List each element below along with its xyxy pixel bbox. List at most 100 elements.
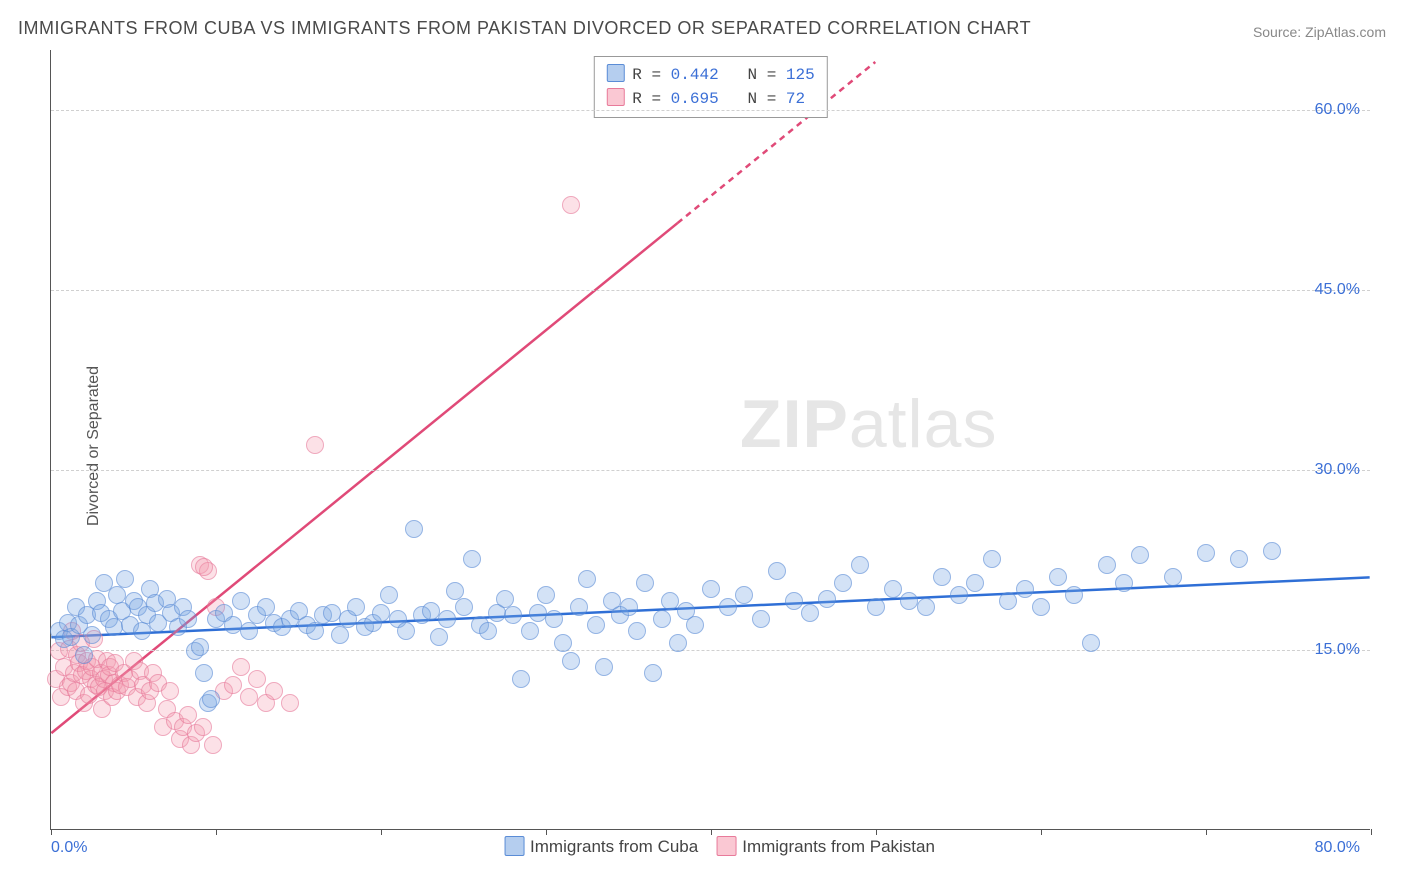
y-tick-label: 30.0% (1315, 461, 1360, 479)
legend-label: Immigrants from Cuba (530, 837, 698, 856)
x-tick (216, 829, 217, 835)
data-point (479, 622, 497, 640)
data-point (867, 598, 885, 616)
data-point (702, 580, 720, 598)
data-point (669, 634, 687, 652)
grid-line (51, 290, 1370, 291)
data-point (801, 604, 819, 622)
data-point (224, 676, 242, 694)
watermark: ZIPatlas (740, 385, 997, 463)
grid-line (51, 110, 1370, 111)
data-point (194, 718, 212, 736)
n-label: N = (719, 66, 786, 84)
data-point (818, 590, 836, 608)
data-point (248, 670, 266, 688)
x-tick (1041, 829, 1042, 835)
data-point (628, 622, 646, 640)
data-point (1082, 634, 1100, 652)
data-point (1098, 556, 1116, 574)
data-point (1263, 542, 1281, 560)
data-point (917, 598, 935, 616)
trend-line (51, 223, 677, 733)
data-point (661, 592, 679, 610)
data-point (578, 570, 596, 588)
data-point (1032, 598, 1050, 616)
data-point (380, 586, 398, 604)
data-point (966, 574, 984, 592)
data-point (545, 610, 563, 628)
data-point (900, 592, 918, 610)
data-point (75, 646, 93, 664)
data-point (1065, 586, 1083, 604)
data-point (463, 550, 481, 568)
data-point (116, 570, 134, 588)
data-point (521, 622, 539, 640)
data-point (686, 616, 704, 634)
data-point (1131, 546, 1149, 564)
data-point (405, 520, 423, 538)
data-point (323, 604, 341, 622)
y-tick-label: 45.0% (1315, 281, 1360, 299)
data-point (834, 574, 852, 592)
data-point (496, 590, 514, 608)
data-point (620, 598, 638, 616)
y-tick-label: 60.0% (1315, 101, 1360, 119)
source-label: Source: ZipAtlas.com (1253, 24, 1386, 40)
data-point (653, 610, 671, 628)
data-point (430, 628, 448, 646)
series-legend: Immigrants from CubaImmigrants from Paki… (486, 836, 935, 857)
data-point (735, 586, 753, 604)
data-point (105, 618, 123, 636)
data-point (1016, 580, 1034, 598)
legend-swatch (504, 836, 524, 856)
data-point (933, 568, 951, 586)
data-point (537, 586, 555, 604)
data-point (232, 658, 250, 676)
x-tick-label-max: 80.0% (1315, 839, 1360, 857)
r-value: 0.442 (671, 66, 719, 84)
r-value: 0.695 (671, 90, 719, 108)
data-point (306, 436, 324, 454)
data-point (595, 658, 613, 676)
plot-area: ZIPatlas R = 0.442 N = 125 R = 0.695 N = … (50, 50, 1370, 830)
data-point (950, 586, 968, 604)
data-point (644, 664, 662, 682)
data-point (999, 592, 1017, 610)
chart-title: IMMIGRANTS FROM CUBA VS IMMIGRANTS FROM … (18, 18, 1031, 39)
n-value: 72 (786, 90, 805, 108)
data-point (224, 616, 242, 634)
data-point (204, 736, 222, 754)
data-point (529, 604, 547, 622)
data-point (636, 574, 654, 592)
legend-item: Immigrants from Pakistan (698, 837, 935, 856)
y-tick-label: 15.0% (1315, 641, 1360, 659)
data-point (719, 598, 737, 616)
data-point (240, 622, 258, 640)
data-point (570, 598, 588, 616)
data-point (161, 682, 179, 700)
data-point (851, 556, 869, 574)
r-label: R = (632, 90, 670, 108)
data-point (455, 598, 473, 616)
data-point (983, 550, 1001, 568)
legend-row: R = 0.442 N = 125 (606, 63, 814, 87)
data-point (768, 562, 786, 580)
legend-swatch (606, 88, 624, 106)
data-point (884, 580, 902, 598)
data-point (438, 610, 456, 628)
legend-swatch (606, 64, 624, 82)
data-point (785, 592, 803, 610)
data-point (752, 610, 770, 628)
data-point (347, 598, 365, 616)
legend-item: Immigrants from Cuba (486, 837, 698, 856)
data-point (195, 558, 213, 576)
data-point (587, 616, 605, 634)
x-tick (876, 829, 877, 835)
data-point (554, 634, 572, 652)
data-point (191, 638, 209, 656)
data-point (331, 626, 349, 644)
correlation-legend: R = 0.442 N = 125 R = 0.695 N = 72 (593, 56, 827, 118)
x-tick (1371, 829, 1372, 835)
data-point (1115, 574, 1133, 592)
data-point (133, 622, 151, 640)
